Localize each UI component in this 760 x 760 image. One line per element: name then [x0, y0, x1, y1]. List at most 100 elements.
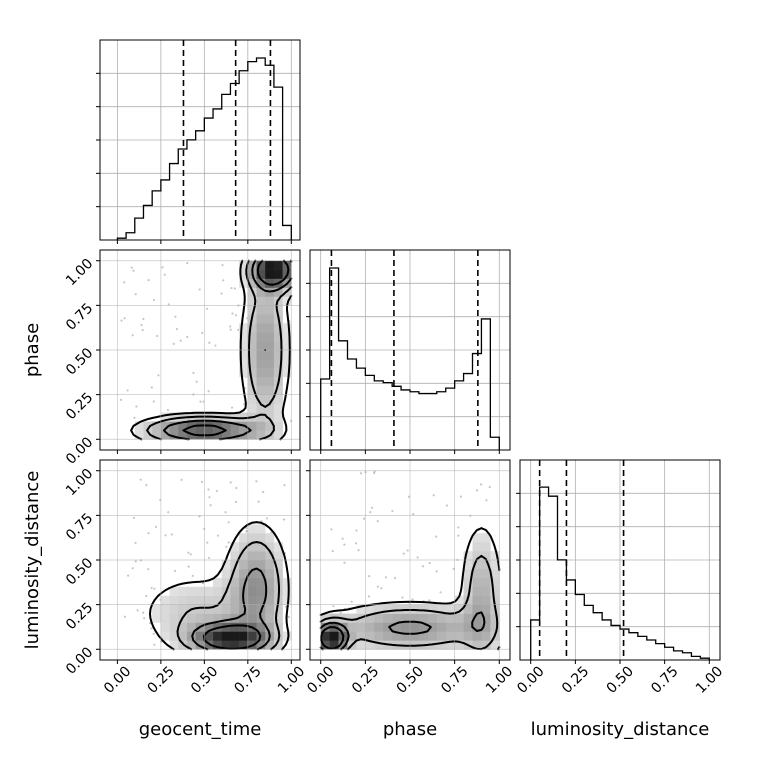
- density-cell: [454, 631, 464, 641]
- hist-panel-phase: [306, 249, 511, 451]
- sample-point: [123, 281, 126, 284]
- density-cell: [186, 613, 196, 623]
- density-cell: [463, 560, 473, 570]
- sample-point: [362, 517, 366, 520]
- density-cell: [356, 604, 366, 614]
- sample-point: [180, 478, 183, 481]
- sample-point: [287, 615, 290, 619]
- density-cell: [247, 604, 257, 614]
- y-tick-label: 0.50: [63, 555, 96, 588]
- contour-level-1: [319, 554, 499, 651]
- density-cell: [186, 586, 196, 597]
- density-cell: [265, 296, 275, 306]
- density-cell: [481, 560, 491, 570]
- density-cell: [282, 341, 292, 351]
- density-cell: [256, 560, 266, 570]
- sample-point: [145, 594, 148, 598]
- y-tick-label: 1.00: [63, 256, 96, 289]
- sample-point: [488, 485, 491, 489]
- density-cell: [247, 278, 257, 288]
- density-cell: [490, 586, 500, 597]
- sample-point: [350, 600, 353, 603]
- density-cell: [152, 430, 162, 440]
- density-cell: [273, 613, 283, 623]
- sample-point: [154, 525, 158, 529]
- density-cell: [472, 586, 482, 597]
- density-cell: [169, 631, 179, 641]
- density-cell: [256, 622, 266, 632]
- sample-point: [142, 611, 145, 614]
- sample-point: [163, 273, 166, 276]
- x-axis-label-phase: phase: [383, 719, 437, 740]
- density-cell: [282, 586, 292, 597]
- density-cell: [239, 358, 249, 369]
- sample-point: [147, 532, 150, 535]
- density-cell: [383, 631, 393, 641]
- density-cell: [265, 305, 275, 315]
- density-cell: [265, 403, 275, 413]
- sample-point: [411, 598, 414, 601]
- density-cell: [221, 560, 231, 570]
- density-cell: [169, 595, 179, 605]
- sample-point: [237, 328, 240, 331]
- sample-point: [126, 574, 130, 577]
- sample-point: [384, 576, 388, 579]
- y-tick-label: 0.75: [63, 300, 96, 333]
- density-cell: [134, 421, 144, 431]
- density-cell: [338, 640, 348, 650]
- contour-level-1: [146, 259, 293, 441]
- sample-point: [139, 478, 142, 481]
- density-cell: [256, 640, 266, 650]
- sample-point: [332, 605, 335, 608]
- density-cell: [472, 640, 482, 650]
- y-axis-label-luminosity_distance: luminosity_distance: [22, 471, 43, 650]
- density-cell: [239, 551, 249, 561]
- density-cell: [265, 577, 275, 588]
- density-cell: [481, 551, 491, 561]
- density-cell: [178, 595, 188, 605]
- sample-point: [479, 483, 483, 486]
- sample-point: [428, 599, 431, 602]
- density-cell: [247, 385, 257, 395]
- density-cell: [481, 586, 491, 597]
- density-cell: [256, 524, 266, 534]
- density-cell: [239, 568, 249, 579]
- sample-point: [432, 494, 435, 497]
- density-cell: [178, 604, 188, 614]
- x-tick-label: 0.50: [188, 664, 221, 697]
- hist-panel-geocent_time: [96, 39, 301, 241]
- density-cell: [247, 595, 257, 605]
- density-cell: [239, 577, 249, 588]
- density-panel-geocent_time-phase: [99, 249, 301, 451]
- density-cell: [213, 640, 223, 650]
- x-tick-label: 0.50: [604, 664, 637, 697]
- density-cell: [256, 358, 266, 369]
- density-cell: [392, 613, 402, 623]
- density-cell: [160, 421, 170, 431]
- density-cell: [178, 586, 188, 597]
- sample-point: [170, 533, 173, 536]
- sample-point: [152, 632, 155, 635]
- sample-point: [173, 569, 177, 572]
- density-cell: [152, 421, 162, 431]
- density-cell: [410, 622, 420, 632]
- density-cell: [213, 604, 223, 614]
- density-cell: [221, 604, 231, 614]
- sample-point: [245, 530, 248, 533]
- sample-point: [475, 489, 479, 492]
- sample-point: [207, 556, 211, 560]
- density-cell: [239, 613, 249, 623]
- density-cell: [152, 604, 162, 614]
- density-cell: [247, 524, 257, 534]
- density-cell: [256, 385, 266, 395]
- x-tick-label: 0.75: [438, 664, 471, 697]
- density-cell: [230, 421, 240, 431]
- density-cell: [273, 269, 283, 279]
- density-cell: [273, 260, 283, 270]
- sample-point: [136, 609, 139, 612]
- density-cell: [427, 622, 438, 632]
- density-cell: [374, 622, 384, 632]
- sample-point: [368, 574, 371, 578]
- density-cell: [247, 631, 257, 641]
